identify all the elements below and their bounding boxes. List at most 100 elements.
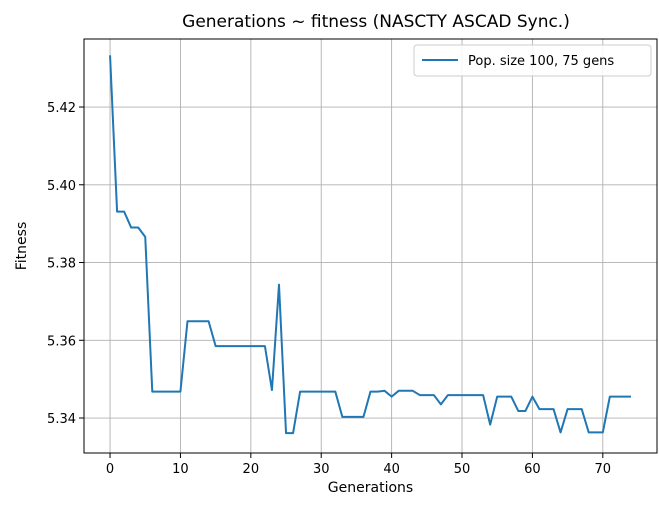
data-point [222, 345, 224, 347]
data-point [144, 236, 146, 238]
data-point [532, 396, 534, 398]
x-tick-label: 0 [106, 462, 114, 477]
data-point [475, 394, 477, 396]
x-tick-label: 20 [243, 462, 260, 477]
data-point [560, 432, 562, 434]
data-point [363, 416, 365, 418]
data-point [440, 404, 442, 406]
data-point [215, 345, 217, 347]
data-point [595, 432, 597, 434]
data-point [630, 396, 632, 398]
legend-box [413, 44, 652, 77]
data-point [546, 408, 548, 410]
y-tick-label: 5.36 [47, 334, 76, 349]
data-point [377, 391, 379, 393]
data-point [257, 345, 259, 347]
data-point [602, 432, 604, 434]
axis-ticks: 0 10 20 30 40 50 60 70 5.34 5.36 5.38 5.40 5.42 [47, 101, 611, 477]
x-tick-label: 60 [524, 462, 541, 477]
data-point [609, 396, 611, 398]
data-point [271, 389, 273, 391]
data-point [229, 345, 231, 347]
data-point [194, 320, 196, 322]
data-point [581, 408, 583, 410]
series-line [109, 55, 631, 435]
x-tick-label: 50 [454, 462, 471, 477]
data-point [398, 390, 400, 392]
data-point [525, 410, 527, 412]
data-point [278, 284, 280, 286]
legend: Pop. size 100, 75 gens [413, 44, 652, 77]
data-point [461, 394, 463, 396]
data-point [151, 391, 153, 393]
data-point [342, 416, 344, 418]
data-point [623, 396, 625, 398]
data-point [616, 396, 618, 398]
data-point [320, 391, 322, 393]
data-point [109, 55, 111, 57]
x-tick-label: 70 [595, 462, 612, 477]
data-point [236, 345, 238, 347]
data-point [384, 390, 386, 392]
y-tick-label: 5.38 [47, 257, 76, 272]
data-point [433, 394, 435, 396]
data-point [313, 391, 315, 393]
data-point [539, 408, 541, 410]
data-point [137, 227, 139, 229]
data-point [208, 320, 210, 322]
data-point [405, 390, 407, 392]
data-point [173, 391, 175, 393]
data-point [166, 391, 168, 393]
data-point [489, 424, 491, 426]
data-point [292, 432, 294, 434]
data-point [412, 390, 414, 392]
data-point [356, 416, 358, 418]
grid-lines [84, 39, 657, 453]
data-point [116, 211, 118, 213]
data-point [468, 394, 470, 396]
data-point [574, 408, 576, 410]
data-point [159, 391, 161, 393]
data-point [180, 391, 182, 393]
data-point [370, 391, 372, 393]
data-point [299, 391, 301, 393]
plot-frame [83, 38, 658, 454]
x-tick-label: 10 [172, 462, 189, 477]
data-point [454, 394, 456, 396]
x-tick-label: 40 [383, 462, 400, 477]
chart-title: Generations ~ fitness (NASCTY ASCAD Sync… [182, 12, 570, 32]
data-point [496, 396, 498, 398]
x-axis-label: Generations [328, 480, 413, 496]
series-layer [109, 55, 632, 435]
data-point [306, 391, 308, 393]
data-point [123, 211, 125, 213]
data-point [201, 320, 203, 322]
data-point [588, 432, 590, 434]
data-point [482, 394, 484, 396]
data-point [349, 416, 351, 418]
data-point [553, 408, 555, 410]
data-point [447, 394, 449, 396]
data-point [335, 391, 337, 393]
data-point [510, 396, 512, 398]
data-point [243, 345, 245, 347]
data-point [187, 320, 189, 322]
data-point [419, 394, 421, 396]
data-point [426, 394, 428, 396]
data-point [567, 408, 569, 410]
data-point [518, 410, 520, 412]
data-point [327, 391, 329, 393]
y-tick-label: 5.42 [47, 101, 76, 116]
y-axis-label: Fitness [14, 222, 30, 271]
data-point [264, 345, 266, 347]
y-tick-label: 5.34 [47, 412, 76, 427]
legend-label: Pop. size 100, 75 gens [468, 54, 614, 69]
y-tick-label: 5.40 [47, 179, 76, 194]
data-point [130, 227, 132, 229]
data-point [391, 396, 393, 398]
data-point [503, 396, 505, 398]
data-point [250, 345, 252, 347]
data-point [285, 432, 287, 434]
x-tick-label: 30 [313, 462, 330, 477]
